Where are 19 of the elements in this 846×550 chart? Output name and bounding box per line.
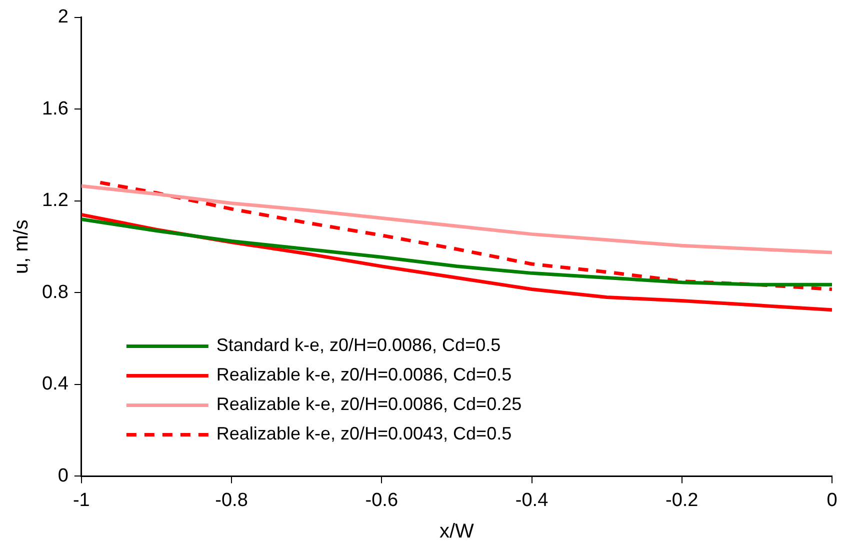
legend-label: Realizable k-e, z0/H=0.0086, Cd=0.25 xyxy=(216,394,522,414)
y-tick-label: 1.2 xyxy=(42,190,68,212)
y-axis-title: u, m/s xyxy=(10,220,33,274)
legend-label: Realizable k-e, z0/H=0.0086, Cd=0.5 xyxy=(216,364,512,385)
y-tick-label: 0.4 xyxy=(42,374,69,395)
legend-label: Standard k-e, z0/H=0.0086, Cd=0.5 xyxy=(216,335,501,356)
y-tick-label: 1.6 xyxy=(42,98,68,120)
x-tick-label: 0 xyxy=(826,490,838,511)
x-tick-label: -0.8 xyxy=(215,490,248,511)
x-axis-title: x/W xyxy=(439,520,474,543)
y-tick-label: 0.8 xyxy=(42,282,68,303)
x-tick-label: -1 xyxy=(72,490,90,511)
y-tick-label: 0 xyxy=(58,465,68,486)
legend-label: Realizable k-e, z0/H=0.0043, Cd=0.5 xyxy=(216,424,512,444)
x-tick-label: -0.4 xyxy=(515,490,549,511)
x-tick-label: -0.2 xyxy=(666,490,698,511)
line-series xyxy=(98,180,832,291)
x-tick-label: -0.6 xyxy=(365,490,398,511)
y-tick-label: 2 xyxy=(58,6,68,28)
